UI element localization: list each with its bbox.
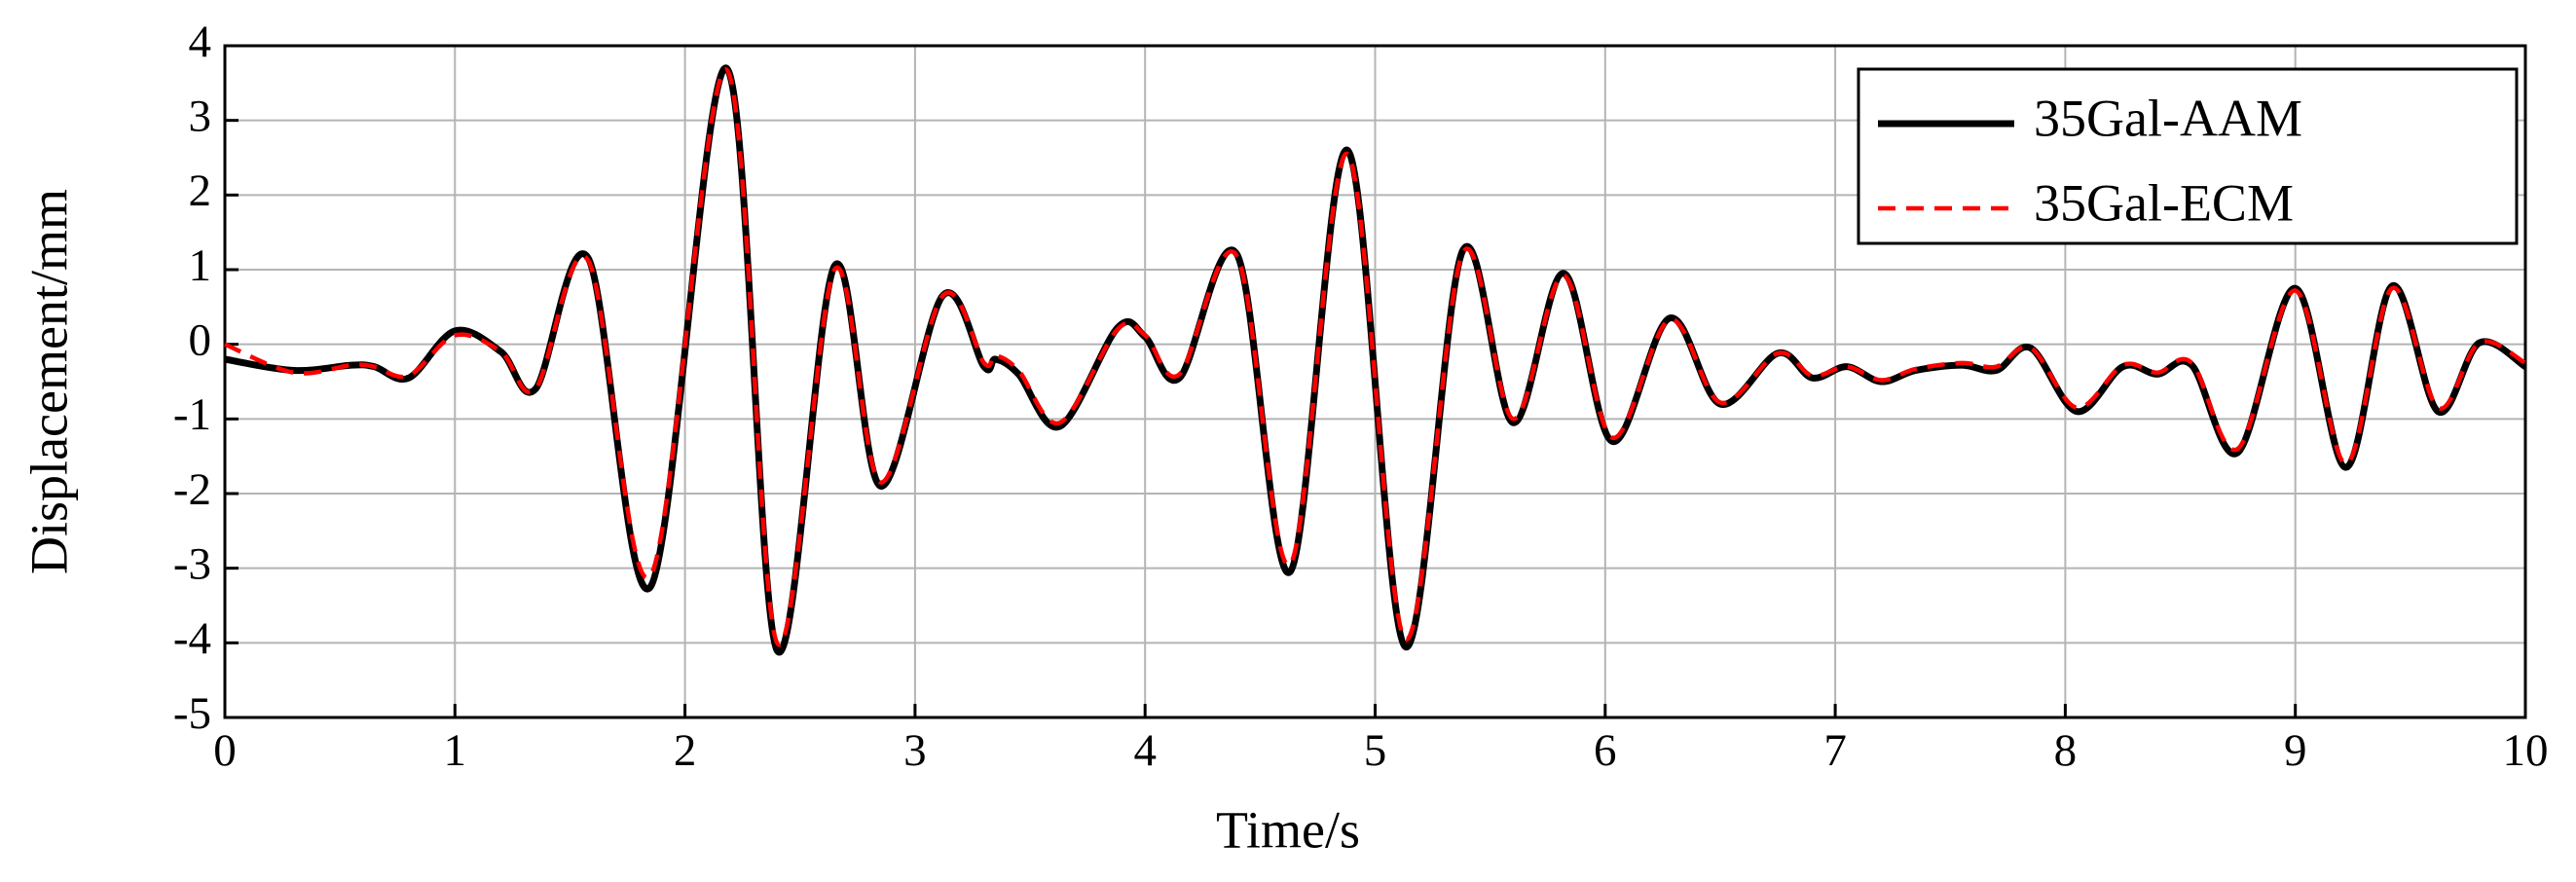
x-tick-label: 0 [213, 725, 237, 776]
x-tick-label: 2 [674, 725, 697, 776]
x-tick-label: 9 [2284, 725, 2307, 776]
x-axis-title: Time/s [1216, 800, 1360, 859]
y-axis-title: Displacement/mm [19, 189, 78, 574]
x-tick-label: 6 [1594, 725, 1617, 776]
x-tick-label: 10 [2503, 725, 2549, 776]
legend-box [1857, 67, 2519, 245]
plot-frame [223, 44, 2527, 719]
x-tick-label: 4 [1133, 725, 1157, 776]
legend-label: 35Gal-AAM [2034, 89, 2302, 147]
y-tick-label: 1 [189, 240, 212, 291]
y-tick-label: -3 [173, 538, 211, 589]
y-tick-label: 3 [189, 91, 212, 141]
x-tick-label: 5 [1364, 725, 1387, 776]
legend-label: 35Gal-ECM [2034, 173, 2294, 232]
y-tick-label: -2 [173, 464, 211, 515]
y-tick-label: 2 [189, 165, 212, 216]
x-tick-label: 1 [444, 725, 467, 776]
y-tick-label: -5 [173, 688, 211, 739]
y-tick-label: 0 [189, 314, 212, 365]
y-tick-label: -1 [173, 389, 211, 440]
x-tick-label: 8 [2054, 725, 2078, 776]
y-tick-label: -4 [173, 613, 211, 664]
series-line [224, 67, 2527, 647]
x-tick-label: 3 [903, 725, 927, 776]
y-tick-label: 4 [189, 17, 212, 67]
x-tick-label: 7 [1823, 725, 1847, 776]
